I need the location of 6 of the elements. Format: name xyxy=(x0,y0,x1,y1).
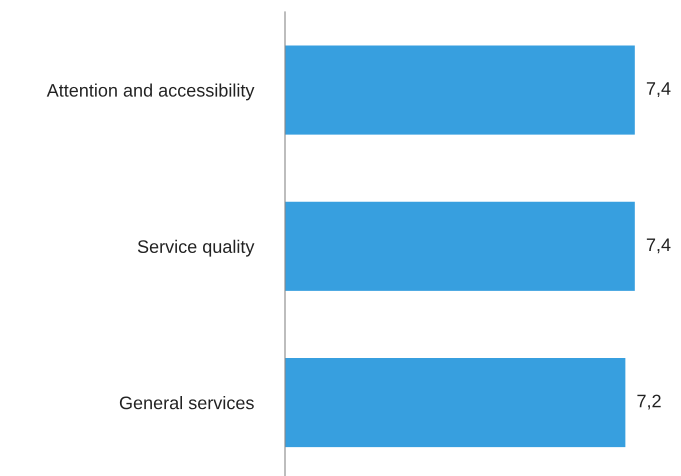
y-tick-label: Attention and accessibility xyxy=(46,83,254,100)
y-tick-label: Service quality xyxy=(138,240,254,257)
data-label: 7,4 xyxy=(646,238,671,254)
data-label: 7,4 xyxy=(646,82,671,98)
y-tick-label: General services xyxy=(120,396,254,410)
data-label: 7,2 xyxy=(637,394,661,410)
